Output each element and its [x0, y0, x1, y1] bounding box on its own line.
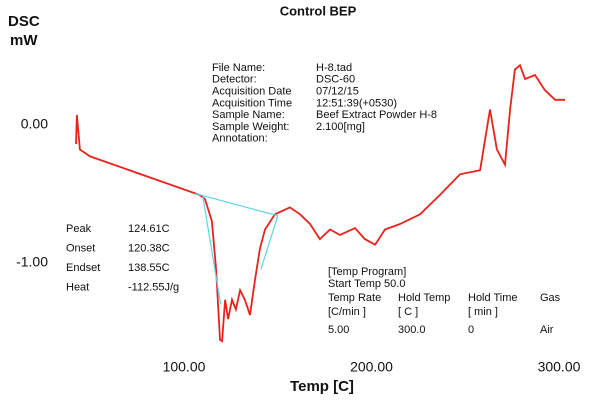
program-cell: [C/min ] [328, 306, 366, 318]
peak-value: -112.55J/g [128, 281, 179, 293]
program-cell: Air [540, 324, 554, 336]
info-label: Acquisition Time [212, 97, 292, 109]
info-value: 12:51:39(+0530) [316, 97, 397, 109]
y-tick-label: -1.00 [16, 253, 48, 269]
chart-title: Control BEP [280, 3, 357, 18]
peak-value: 138.55C [128, 262, 170, 274]
info-value: Beef Extract Powder H-8 [316, 109, 437, 121]
dsc-curve [75, 63, 565, 343]
x-tick-label: 300.00 [538, 359, 581, 375]
info-label: Annotation: [212, 133, 268, 145]
info-value: H-8.tad [316, 62, 352, 74]
y-axis-label: mW [10, 32, 38, 49]
info-label: File Name: [212, 62, 265, 74]
x-axis-label: Temp [C] [290, 378, 354, 395]
program-cell: 0 [468, 324, 474, 336]
peak-label: Onset [66, 242, 95, 254]
info-label: Acquisition Date [212, 86, 292, 98]
peak-value: 124.61C [128, 223, 170, 235]
info-label: Sample Name: [212, 109, 285, 121]
info-label: Detector: [212, 74, 257, 86]
info-value: DSC-60 [316, 74, 355, 86]
x-tick-label: 200.00 [350, 359, 393, 375]
baseline [202, 196, 222, 305]
peak-value: 120.38C [128, 242, 170, 254]
program-start: Start Temp 50.0 [328, 278, 405, 290]
baseline [260, 215, 279, 270]
x-tick-label: 100.00 [163, 359, 206, 375]
program-title: [Temp Program] [328, 266, 406, 278]
y-axis-label: DSC [8, 13, 40, 30]
program-cell: Temp Rate [328, 292, 381, 304]
peak-label: Endset [66, 262, 100, 274]
program-cell: Gas [540, 292, 561, 304]
program-cell: 5.00 [328, 324, 349, 336]
info-label: Sample Weight: [212, 121, 289, 133]
y-tick-label: 0.00 [21, 115, 48, 131]
program-cell: [ min ] [468, 306, 498, 318]
program-cell: [ C ] [398, 306, 418, 318]
info-value: 07/12/15 [316, 86, 359, 98]
program-cell: 300.0 [398, 324, 426, 336]
peak-label: Peak [66, 223, 92, 235]
info-value: 2.100[mg] [316, 121, 365, 133]
program-cell: Hold Temp [398, 292, 450, 304]
peak-label: Heat [66, 281, 89, 293]
baseline [195, 193, 278, 217]
program-cell: Hold Time [468, 292, 518, 304]
